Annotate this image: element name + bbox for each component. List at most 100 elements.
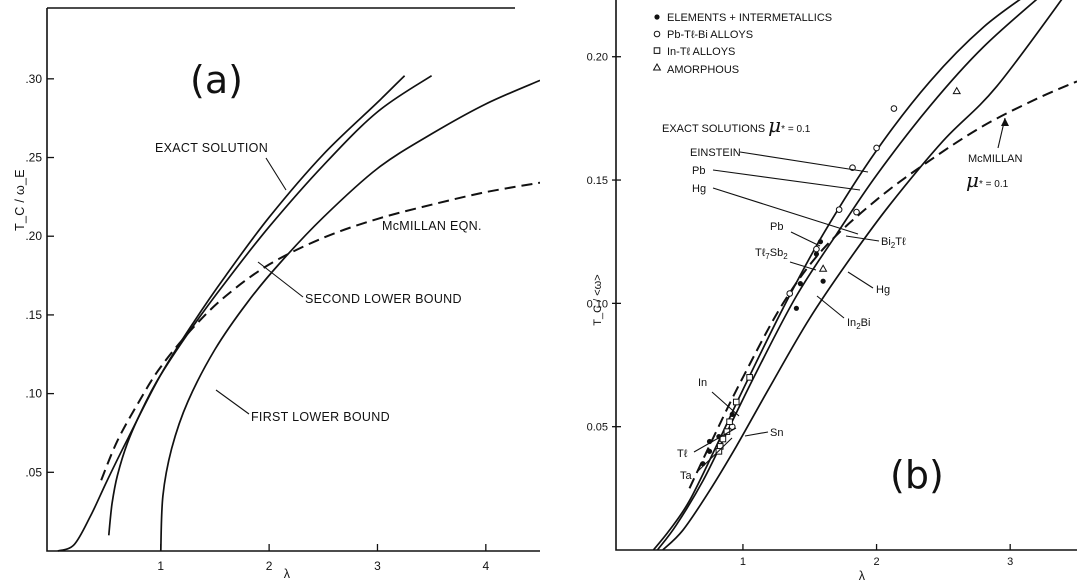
annotation-tl7sb2: Tℓ7Sb2 (755, 247, 788, 261)
legend-marker-open-square (653, 47, 661, 54)
panel-b-y-tick-label-0.05: 0.05 (587, 422, 608, 434)
bi2tl-sub-2: 2 (891, 241, 896, 250)
mcmillan-mu-symbol: μ (966, 168, 979, 192)
panel-b-curve-hg (662, 0, 1063, 551)
point-pb-tl-bi-alloy-0 (786, 290, 794, 297)
panel-a-y-axis-label: T_C / ω_E (13, 169, 27, 231)
panel-a-curve-second-lower-bound (107, 74, 433, 536)
panel-a-y-tick-label-.25: .25 (25, 151, 42, 165)
panel-b-x-tick-label-2: 2 (874, 556, 880, 568)
leader-pb-curve (712, 169, 861, 191)
panel-a-y-tick-label-.30: .30 (25, 72, 42, 86)
arrowhead-mcmillan (1001, 118, 1009, 126)
in2bi-part-bi: Bi (861, 317, 871, 329)
panel-b-y-tick-label-0.10: 0.10 (587, 298, 608, 310)
point-element-5 (797, 281, 804, 287)
panel-a-x-tick-label-4: 4 (482, 559, 489, 573)
point-pb-tl-bi-alloy-5 (873, 144, 880, 152)
point-in-tl-alloy-3 (726, 418, 733, 426)
panel-b-x-tick-label-3: 3 (1007, 556, 1013, 568)
legend-marker-open-triangle (652, 62, 662, 71)
panel-b-tag: (b) (890, 453, 944, 497)
panel-b-y-axis-label: T_C / <ω> (592, 274, 604, 325)
exact-solutions-mu: μ (768, 113, 781, 137)
legend-marker-filled-circle (654, 14, 660, 20)
annotation-bi2tl: Bi2Tℓ (881, 236, 906, 250)
annotation-sn: Sn (770, 427, 783, 439)
panel-a-curve-exact-solution (57, 75, 406, 552)
point-pb-tl-bi-alloy-1 (813, 245, 820, 253)
leader-in2bi (816, 295, 845, 319)
in2bi-sub-2: 2 (856, 322, 861, 331)
mcmillan-mu-value: * = 0.1 (979, 179, 1009, 190)
leader-hg-curve (712, 187, 859, 235)
point-in-tl-alloy-4 (732, 398, 740, 406)
leader-bi2tl (845, 235, 880, 242)
point-element-1 (706, 448, 713, 454)
panel-a-y-tick-label-.10: .10 (25, 387, 42, 401)
panel-a-tag: (a) (190, 58, 243, 102)
annotation-pb-point: Pb (770, 221, 783, 233)
panel-b-curve-mcmillan-0-1 (688, 80, 1077, 489)
leader-in (711, 391, 740, 417)
leader-first-lower-bound (215, 389, 250, 415)
annotation-exact-solution: EXACT SOLUTION (155, 141, 268, 155)
bi2tl-part-tl: Tℓ (895, 236, 906, 248)
tl7sb2-sub-2: 2 (783, 252, 788, 261)
panel-a-x-axis-label: λ (284, 567, 291, 581)
leader-tl7sb2 (789, 261, 817, 271)
legend-entry-amorphous: AMORPHOUS (667, 64, 739, 76)
annotation-mcmillan-eqn: McMILLAN EQN. (382, 219, 482, 233)
panel-a-background (0, 0, 540, 583)
leader-einstein (739, 151, 869, 173)
panel-b-x-axis-label: λ (859, 569, 866, 583)
panel-a-axes (46, 7, 540, 552)
point-in-tl-alloy-1 (719, 435, 727, 443)
point-pb-tl-bi-alloy-2 (835, 206, 843, 213)
panel-b-chart: 1 2 3 0.05 0.10 0.15 0.20 (b) λ T_C / <ω> ELEM… (540, 0, 1077, 583)
in2bi-part-in: In (847, 317, 856, 329)
point-amorphous-0 (818, 264, 828, 272)
leader-second-lower-bound (257, 261, 304, 298)
panel-a-x-tick-label-2: 2 (266, 559, 273, 573)
panel-b-ticks: 1 2 3 0.05 0.10 0.15 0.20 (587, 52, 1014, 568)
legend-entry-in-tl: In-Tℓ ALLOYS (667, 46, 735, 58)
panel-a-ticks: 1 2 3 4 .05 .10 .15 .20 .25 .30 (25, 72, 489, 573)
panel-b-axis-frame (615, 0, 1077, 551)
annotation-exact-solutions: EXACT SOLUTIONS μ* = 0.1 (662, 113, 811, 137)
leader-hg-point (847, 271, 874, 289)
panel-a-y-tick-label-.20: .20 (25, 229, 42, 243)
annotation-mcmillan: McMILLAN (968, 153, 1022, 165)
annotation-in2bi: In2Bi (847, 317, 870, 331)
annotation-hg-curve: Hg (692, 183, 706, 195)
annotation-pb-curve: Pb (692, 165, 705, 177)
leader-sn (744, 431, 769, 437)
exact-solutions-prefix: EXACT SOLUTIONS (662, 123, 768, 135)
point-element-6 (820, 278, 826, 284)
annotation-in: In (698, 377, 707, 389)
annotation-tl: Tℓ (677, 448, 688, 460)
annotation-einstein: EINSTEIN (690, 147, 741, 159)
panel-a-curves (57, 74, 541, 552)
point-amorphous-1 (952, 86, 961, 95)
legend-marker-open-circle (653, 30, 661, 38)
legend-entry-pb-tl-bi: Pb-Tℓ-Bi ALLOYS (667, 29, 753, 41)
panel-b-y-tick-label-0.15: 0.15 (587, 175, 608, 187)
point-in-tl-alloy-5 (746, 374, 753, 381)
exact-solutions-mu-value: * = 0.1 (781, 124, 811, 135)
annotation-first-lower-bound: FIRST LOWER BOUND (251, 410, 390, 424)
leader-tl (693, 427, 737, 453)
tl7sb2-part-tl: Tℓ (755, 247, 766, 259)
bi2tl-part-bi: Bi (881, 236, 891, 248)
point-element-4 (729, 411, 735, 417)
legend-entry-elements: ELEMENTS + INTERMETALLICS (667, 12, 832, 24)
leader-pb-point (790, 231, 821, 247)
panel-a-chart: 1 2 3 4 .05 .10 .15 .20 .25 .30 (a) λ T_C / ω_E E… (0, 0, 541, 583)
panel-a-y-tick-label-.05: .05 (25, 465, 42, 479)
panel-a-axis-frame (46, 8, 540, 552)
leader-ta (696, 437, 733, 473)
point-element-8 (817, 239, 824, 245)
annotation-second-lower-bound: SECOND LOWER BOUND (305, 292, 462, 306)
point-element-7 (813, 251, 820, 257)
panel-a-x-tick-label-3: 3 (374, 559, 381, 573)
